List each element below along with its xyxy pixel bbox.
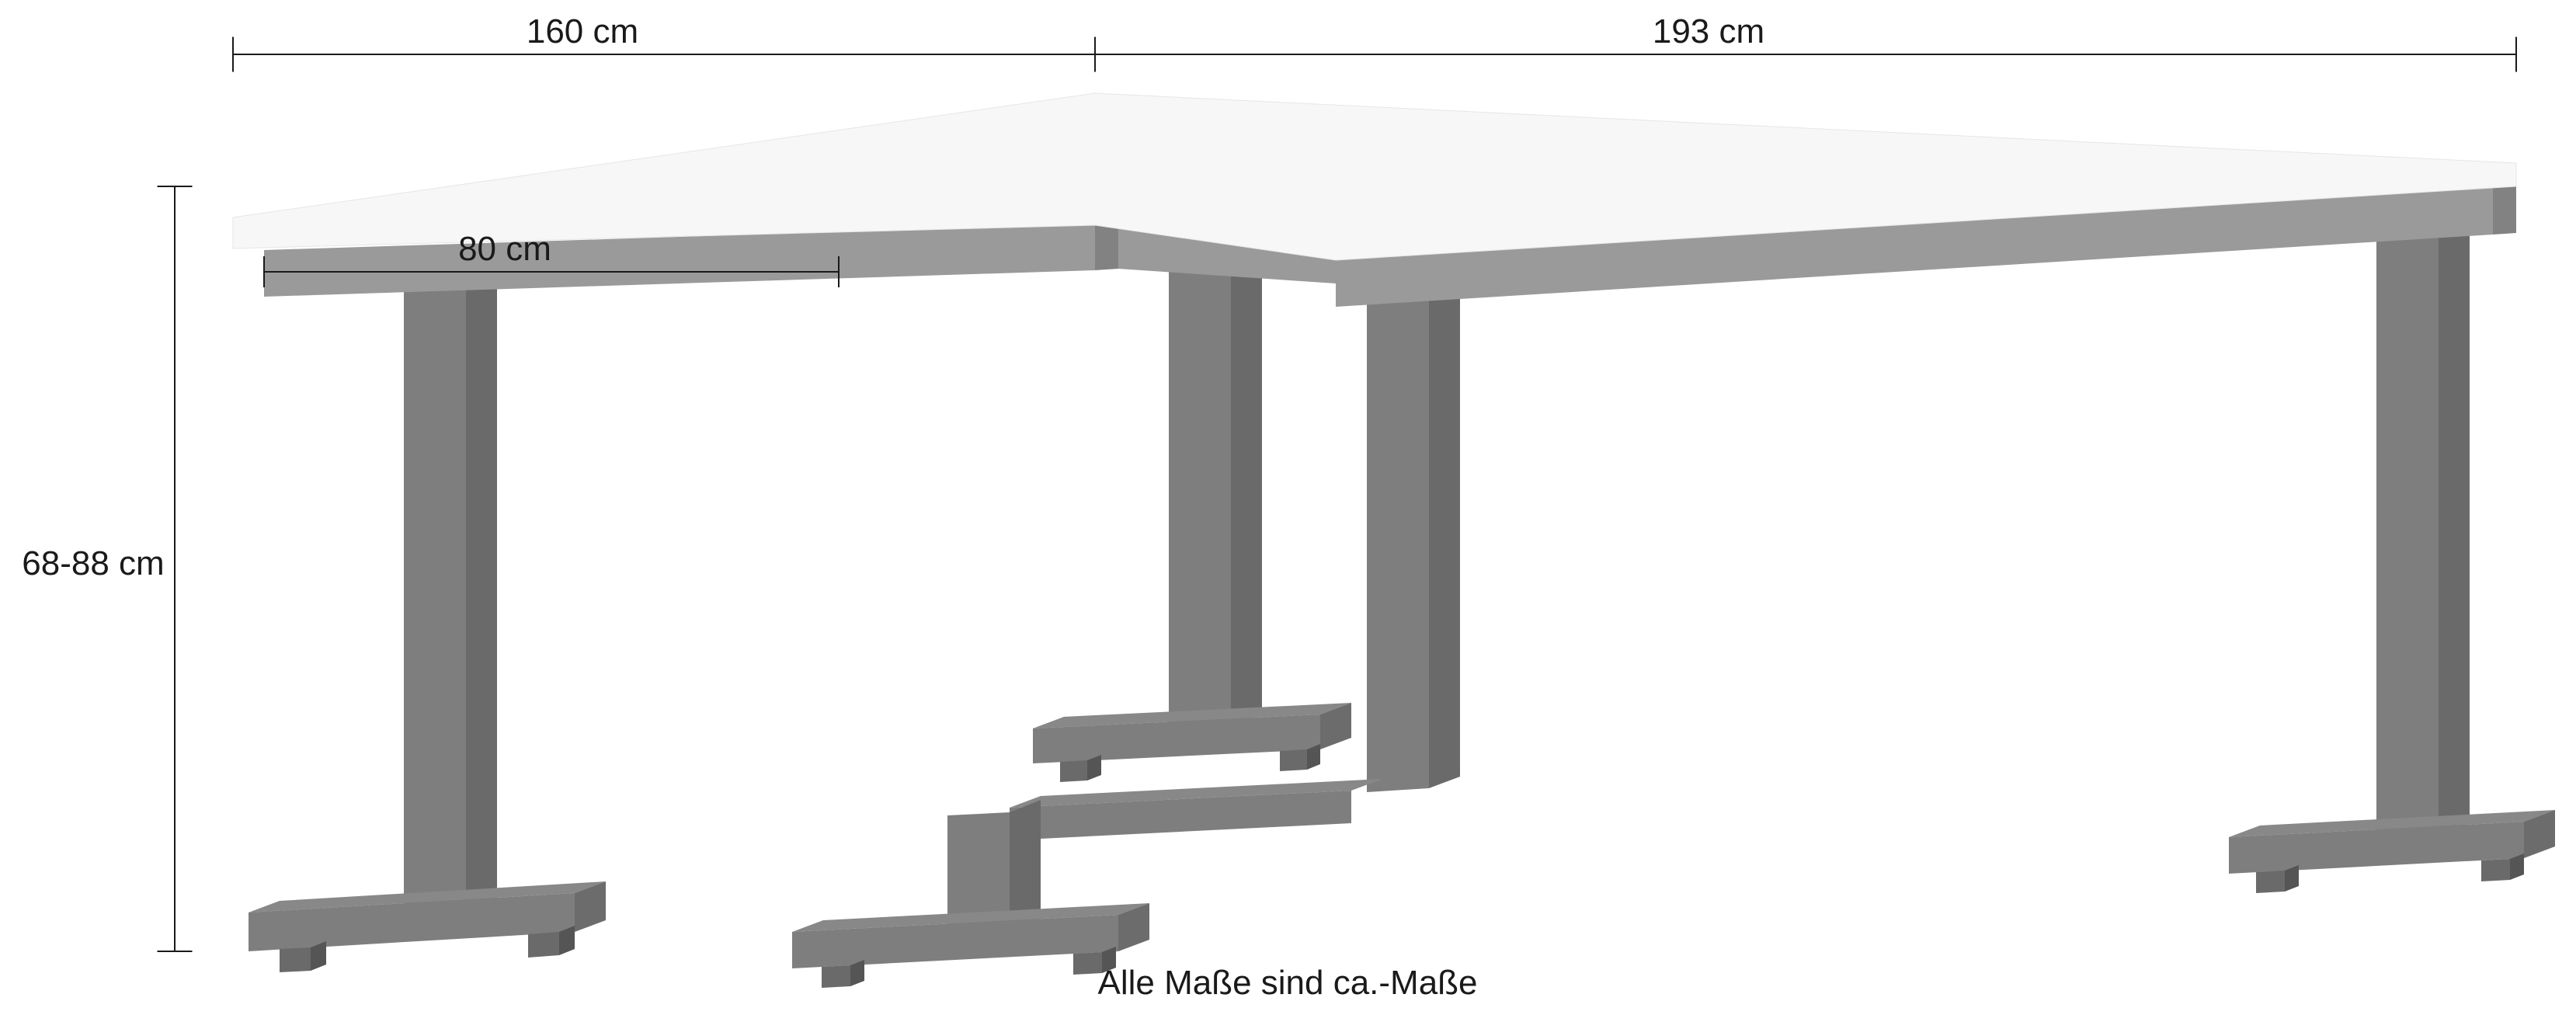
dimension-label: 80 cm xyxy=(458,230,551,268)
desk-leg xyxy=(249,272,606,972)
dimension: 193 cm xyxy=(1095,12,2516,72)
desk-leg xyxy=(1367,268,1460,792)
desk-leg xyxy=(2229,217,2555,893)
dimension-label: 193 cm xyxy=(1653,12,1764,50)
caption-text: Alle Maße sind ca.-Maße xyxy=(1097,964,1477,1002)
desk-leg xyxy=(792,779,1382,988)
dimension: 68-88 cm xyxy=(22,186,192,951)
dimension: 160 cm xyxy=(233,12,1095,72)
diagram-stage: 160 cm 193 cm 80 cm 68-88 cm Alle Maße sind… xyxy=(0,0,2576,1015)
diagram-svg: 160 cm 193 cm 80 cm 68-88 cm Alle Maße sind… xyxy=(0,0,2576,1015)
dimension-label: 160 cm xyxy=(527,12,638,50)
desk-leg xyxy=(1033,247,1351,782)
desk-illustration xyxy=(233,93,2555,988)
dimension-label: 68-88 cm xyxy=(22,544,164,582)
